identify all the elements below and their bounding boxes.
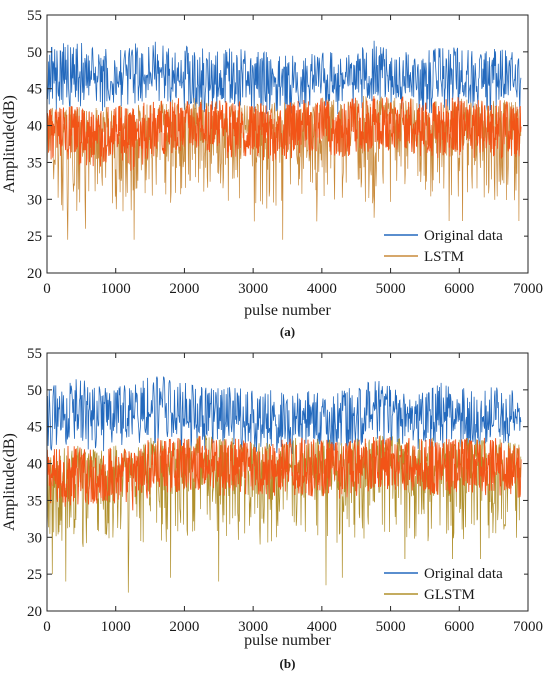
y-tick-label: 50 — [27, 383, 42, 399]
x-tick-label: 3000 — [238, 281, 268, 297]
axis-ticks — [46, 14, 529, 274]
y-tick-label: 40 — [27, 457, 42, 473]
y-tick-label: 50 — [27, 45, 42, 61]
x-tick-label: 7000 — [513, 281, 543, 297]
x-tick-label: 5000 — [376, 619, 406, 635]
legend-label-original-data: Original data — [424, 228, 503, 244]
x-tick-label: 4000 — [307, 619, 337, 635]
series-original-data — [46, 40, 522, 117]
y-tick-label: 45 — [27, 82, 42, 98]
x-tick-label: 3000 — [238, 619, 268, 635]
x-tick-label: 7000 — [513, 619, 543, 635]
tick-labels: 0 1000 2000 3000 4000 5000 6000 7000 20 25 30 35 40 4… — [27, 346, 543, 635]
y-tick-label: 45 — [27, 420, 42, 436]
x-tick-label: 1000 — [101, 619, 131, 635]
legend-label-lstm: LSTM — [424, 249, 464, 265]
legend: Original data GLSTM — [380, 559, 524, 605]
y-tick-label: 20 — [27, 604, 42, 620]
series-lstm — [46, 95, 522, 240]
series-original-data — [46, 376, 522, 455]
y-tick-label: 25 — [27, 229, 42, 245]
x-tick-label: 6000 — [444, 281, 474, 297]
chart-panel-b: 0 1000 2000 3000 4000 5000 6000 7000 20 25 30 35 40 4… — [1, 346, 543, 671]
legend-box — [380, 559, 524, 605]
series-overlap — [46, 436, 522, 511]
tick-labels: 0 1000 2000 3000 4000 5000 6000 7000 20 25 30 35 40 4… — [27, 8, 543, 297]
y-axis-label: Amplitude(dB) — [1, 433, 18, 531]
x-axis-label: pulse number — [244, 632, 331, 649]
legend-box — [380, 221, 524, 267]
chart-panel-a: 0 1000 2000 3000 4000 5000 6000 7000 20 25 30 35 40 4… — [1, 8, 543, 339]
series-overlap — [46, 96, 522, 171]
axis-ticks — [46, 352, 529, 612]
line-overlap-core — [46, 96, 522, 171]
y-tick-label: 30 — [27, 530, 42, 546]
legend-label-original-data: Original data — [424, 566, 503, 582]
x-tick-label: 2000 — [169, 281, 199, 297]
plot-area — [46, 376, 522, 593]
y-tick-label: 35 — [27, 155, 42, 171]
x-axis-label: pulse number — [244, 302, 331, 319]
x-tick-label: 0 — [43, 281, 51, 297]
y-tick-label: 55 — [27, 346, 42, 362]
y-tick-label: 20 — [27, 266, 42, 282]
x-tick-label: 4000 — [307, 281, 337, 297]
plot-frame — [46, 352, 529, 612]
x-tick-label: 2000 — [169, 619, 199, 635]
caption-a: (a) — [280, 324, 295, 339]
x-tick-label: 6000 — [444, 619, 474, 635]
y-tick-label: 35 — [27, 493, 42, 509]
x-tick-label: 1000 — [101, 281, 131, 297]
line-original-data — [46, 376, 522, 455]
y-tick-label: 40 — [27, 119, 42, 135]
y-axis-label: Amplitude(dB) — [1, 95, 18, 193]
plot-area — [46, 40, 522, 240]
y-tick-label: 25 — [27, 567, 42, 583]
caption-b: (b) — [280, 656, 296, 671]
legend: Original data LSTM — [380, 221, 524, 267]
plot-frame — [46, 14, 529, 274]
line-lstm — [46, 95, 522, 240]
x-tick-label: 5000 — [376, 281, 406, 297]
y-tick-label: 55 — [27, 8, 42, 24]
legend-label-glstm: GLSTM — [424, 587, 475, 603]
x-tick-label: 0 — [43, 619, 51, 635]
line-overlap-core — [46, 436, 522, 511]
y-tick-label: 30 — [27, 192, 42, 208]
line-original-data — [46, 40, 522, 117]
